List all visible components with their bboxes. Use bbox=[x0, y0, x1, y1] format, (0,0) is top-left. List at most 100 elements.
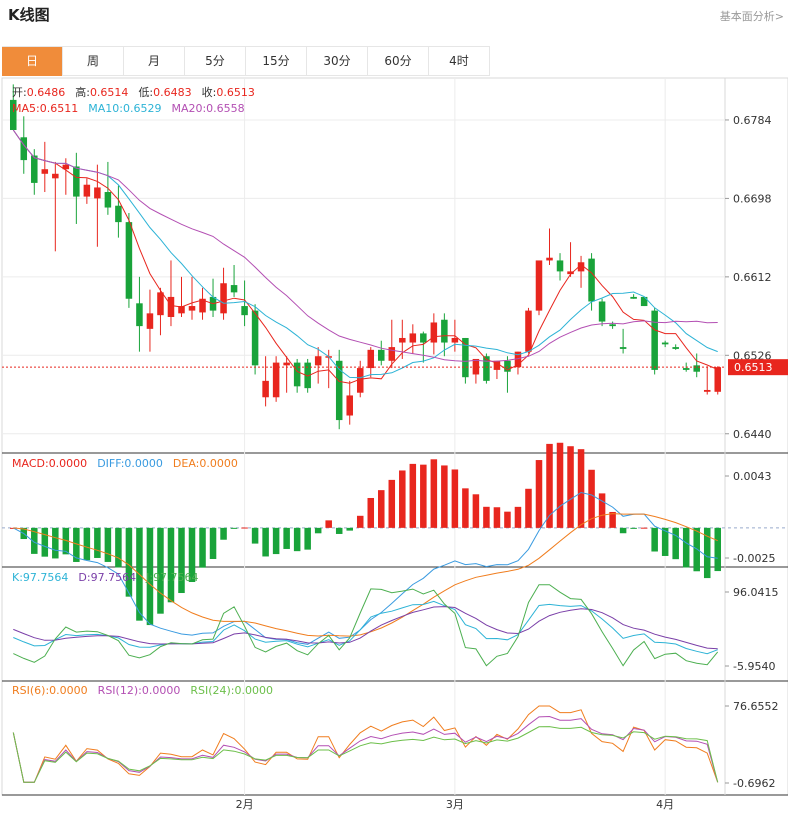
macd-bar bbox=[62, 527, 70, 555]
candle-body bbox=[588, 258, 595, 302]
ma5-value: 0.6511 bbox=[40, 102, 79, 115]
macd-bar bbox=[682, 527, 690, 568]
candle-body bbox=[178, 306, 185, 314]
macd-bar bbox=[693, 527, 700, 572]
price-tick-label: 0.6784 bbox=[733, 114, 772, 127]
macd-bar bbox=[462, 488, 469, 528]
candle-body bbox=[188, 306, 196, 311]
macd-bar bbox=[493, 507, 501, 528]
fundamental-analysis-link[interactable]: 基本面分析> bbox=[719, 10, 784, 23]
candle-body bbox=[525, 310, 532, 352]
candle-body bbox=[41, 169, 49, 174]
j-line bbox=[13, 584, 719, 667]
candle-body bbox=[115, 205, 122, 223]
ma20-line bbox=[12, 129, 718, 362]
tab-2[interactable]: 月 bbox=[124, 47, 185, 76]
macd-bar bbox=[188, 527, 196, 583]
open-label: 开: bbox=[12, 86, 27, 99]
close-value: 0.6513 bbox=[216, 86, 255, 99]
candle-body bbox=[314, 356, 322, 366]
macd-bar bbox=[514, 506, 522, 528]
candle-body bbox=[693, 365, 700, 372]
candle-body bbox=[577, 262, 585, 272]
candle-body bbox=[220, 283, 227, 314]
macd-bar bbox=[609, 511, 616, 528]
j-value: 97.7564 bbox=[153, 571, 199, 584]
macd-bar bbox=[672, 527, 679, 560]
rsi12-label: RSI(12): bbox=[98, 684, 142, 697]
candle-body bbox=[83, 184, 91, 197]
x-tick-label: 2月 bbox=[236, 798, 254, 811]
rsi6-line bbox=[12, 705, 719, 783]
period-tabs: 日周月 5分 15分 30分 60分 4时 bbox=[2, 46, 490, 76]
macd-bar bbox=[104, 527, 112, 562]
candle-body bbox=[272, 362, 280, 398]
candle-body bbox=[367, 349, 375, 369]
macd-bar bbox=[73, 527, 80, 562]
price-tick-label: 0.6612 bbox=[733, 271, 772, 284]
candle-body bbox=[504, 360, 511, 372]
k-value: 97.7564 bbox=[23, 571, 69, 584]
macd-bar bbox=[577, 449, 585, 528]
macd-bar bbox=[283, 527, 290, 549]
candle-body bbox=[535, 260, 543, 311]
candle-body bbox=[20, 137, 28, 161]
macd-bar bbox=[115, 527, 122, 568]
macd-bar bbox=[409, 463, 417, 528]
dea-label: DEA: bbox=[173, 457, 199, 470]
candle-body bbox=[283, 362, 290, 366]
macd-bar bbox=[441, 465, 448, 528]
tab-3[interactable]: 5分 bbox=[185, 47, 246, 76]
macd-bar bbox=[220, 527, 227, 540]
macd-bar bbox=[640, 527, 648, 529]
rsi6-value: 0.0000 bbox=[49, 684, 88, 697]
candle-body bbox=[62, 164, 70, 170]
tab-0[interactable]: 日 bbox=[2, 47, 63, 76]
candle-body bbox=[430, 322, 438, 343]
candle-body bbox=[346, 395, 353, 416]
candle-body bbox=[73, 166, 80, 197]
macd-bar bbox=[314, 527, 322, 534]
high-value: 0.6514 bbox=[90, 86, 129, 99]
tab-5[interactable]: 30分 bbox=[307, 47, 368, 76]
rsi12-line bbox=[12, 715, 719, 783]
diff-value: 0.0000 bbox=[124, 457, 163, 470]
macd-tick-label: -0.0025 bbox=[733, 552, 775, 565]
tab-4[interactable]: 15分 bbox=[246, 47, 307, 76]
rsi6-label: RSI(6): bbox=[12, 684, 49, 697]
k-line bbox=[13, 600, 718, 655]
macd-label: MACD: bbox=[12, 457, 49, 470]
macd-bar bbox=[525, 488, 532, 528]
candle-body bbox=[514, 351, 522, 368]
candle-body bbox=[230, 285, 238, 293]
macd-tick-label: 0.0043 bbox=[733, 470, 772, 483]
macd-bar bbox=[661, 527, 669, 556]
macd-bar bbox=[209, 527, 217, 560]
macd-bar bbox=[588, 469, 595, 528]
candle-body bbox=[546, 257, 553, 261]
x-tick-label: 3月 bbox=[446, 798, 464, 811]
rsi-tick-label: -0.6962 bbox=[733, 777, 775, 790]
ma20-value: 0.6558 bbox=[206, 102, 245, 115]
tab-7[interactable]: 4时 bbox=[429, 47, 490, 76]
candle-body bbox=[388, 347, 396, 361]
current-price-label: 0.6513 bbox=[734, 361, 773, 374]
rsi-tick-label: 76.6552 bbox=[733, 700, 779, 713]
tab-1[interactable]: 周 bbox=[63, 47, 124, 76]
candle-body bbox=[682, 368, 690, 370]
d-label: D: bbox=[78, 571, 90, 584]
diff-line bbox=[13, 491, 718, 645]
rsi24-line bbox=[12, 726, 719, 783]
candle-body bbox=[493, 360, 501, 370]
tab-6[interactable]: 60分 bbox=[368, 47, 429, 76]
price-tick-label: 0.6526 bbox=[733, 349, 772, 362]
macd-bar bbox=[52, 527, 59, 559]
macd-bar bbox=[388, 479, 396, 528]
low-value: 0.6483 bbox=[153, 86, 192, 99]
macd-bar bbox=[504, 511, 511, 528]
kdj-tick-label: -5.9540 bbox=[733, 660, 775, 673]
macd-bar bbox=[325, 520, 332, 528]
macd-bar bbox=[535, 460, 543, 528]
macd-bar bbox=[157, 527, 164, 614]
macd-bar bbox=[41, 527, 49, 557]
